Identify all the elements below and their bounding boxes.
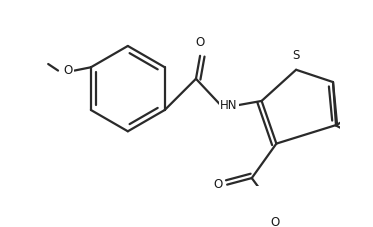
Text: O: O bbox=[195, 36, 205, 49]
Text: S: S bbox=[292, 49, 300, 62]
Text: O: O bbox=[270, 216, 279, 227]
Text: O: O bbox=[214, 178, 223, 191]
Text: O: O bbox=[63, 64, 72, 77]
Text: HN: HN bbox=[220, 99, 238, 111]
